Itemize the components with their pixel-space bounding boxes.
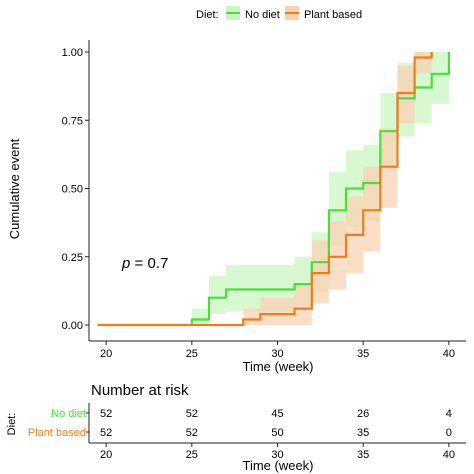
risk-values: 52 52 45 26 4 52 52 50 35 0 xyxy=(100,408,452,439)
risk-x-tick-label: 25 xyxy=(186,449,198,461)
confidence-bands xyxy=(97,52,449,325)
risk-x-axis-title: Time (week) xyxy=(242,458,313,473)
y-tick-label: 0.50 xyxy=(62,184,83,196)
risk-value: 35 xyxy=(357,427,369,439)
risk-x-ticks: 20 25 30 35 40 xyxy=(100,443,455,461)
p-value-text: = 0.7 xyxy=(130,255,168,272)
y-tick-label: 0.75 xyxy=(62,115,83,127)
x-tick-label: 20 xyxy=(100,348,112,360)
risk-x-tick-label: 30 xyxy=(271,449,283,461)
risk-row-label-no-diet: No diet xyxy=(51,408,86,420)
y-tick-label: 0.25 xyxy=(62,252,83,264)
risk-value: 26 xyxy=(357,408,369,420)
risk-value: 52 xyxy=(186,408,198,420)
risk-value: 45 xyxy=(271,408,283,420)
main-plot: Cumulative event 0.00 0.25 0.50 0.75 1.00 20… xyxy=(7,40,466,374)
risk-value: 52 xyxy=(186,427,198,439)
risk-table-axis-title: Diet: xyxy=(6,413,18,436)
y-axis-title: Cumulative event xyxy=(7,138,22,239)
x-tick-label: 35 xyxy=(357,348,369,360)
risk-table-title: Number at risk xyxy=(91,382,189,399)
risk-value: 50 xyxy=(271,427,283,439)
risk-table: Number at risk Diet: No diet Plant based… xyxy=(6,382,466,473)
x-ticks: 20 25 30 35 40 xyxy=(100,341,455,360)
curve-plant-based xyxy=(97,52,433,327)
ci-band-plant-based xyxy=(97,52,432,325)
p-value-annotation: p = 0.7 xyxy=(121,255,168,272)
risk-value: 52 xyxy=(100,427,112,439)
risk-value: 0 xyxy=(446,427,452,439)
legend-label-no-diet: No diet xyxy=(245,9,280,21)
legend: Diet: No diet Plant based xyxy=(196,6,362,21)
y-tick-label: 0.00 xyxy=(62,320,83,332)
legend-label-plant-based: Plant based xyxy=(304,9,362,21)
x-tick-label: 40 xyxy=(443,348,455,360)
y-ticks: 0.00 0.25 0.50 0.75 1.00 xyxy=(62,47,89,332)
legend-title: Diet: xyxy=(196,9,219,21)
x-axis-title: Time (week) xyxy=(242,359,313,374)
x-tick-label: 25 xyxy=(186,348,198,360)
x-tick-label: 30 xyxy=(271,348,283,360)
risk-x-tick-label: 35 xyxy=(357,449,369,461)
risk-value: 4 xyxy=(446,408,452,420)
y-tick-label: 1.00 xyxy=(62,47,83,59)
risk-x-tick-label: 20 xyxy=(100,449,112,461)
risk-x-tick-label: 40 xyxy=(443,449,455,461)
survival-curves xyxy=(97,52,450,327)
p-value-symbol: p xyxy=(121,255,130,272)
risk-value: 52 xyxy=(100,408,112,420)
risk-row-label-plant-based: Plant based xyxy=(28,427,86,439)
